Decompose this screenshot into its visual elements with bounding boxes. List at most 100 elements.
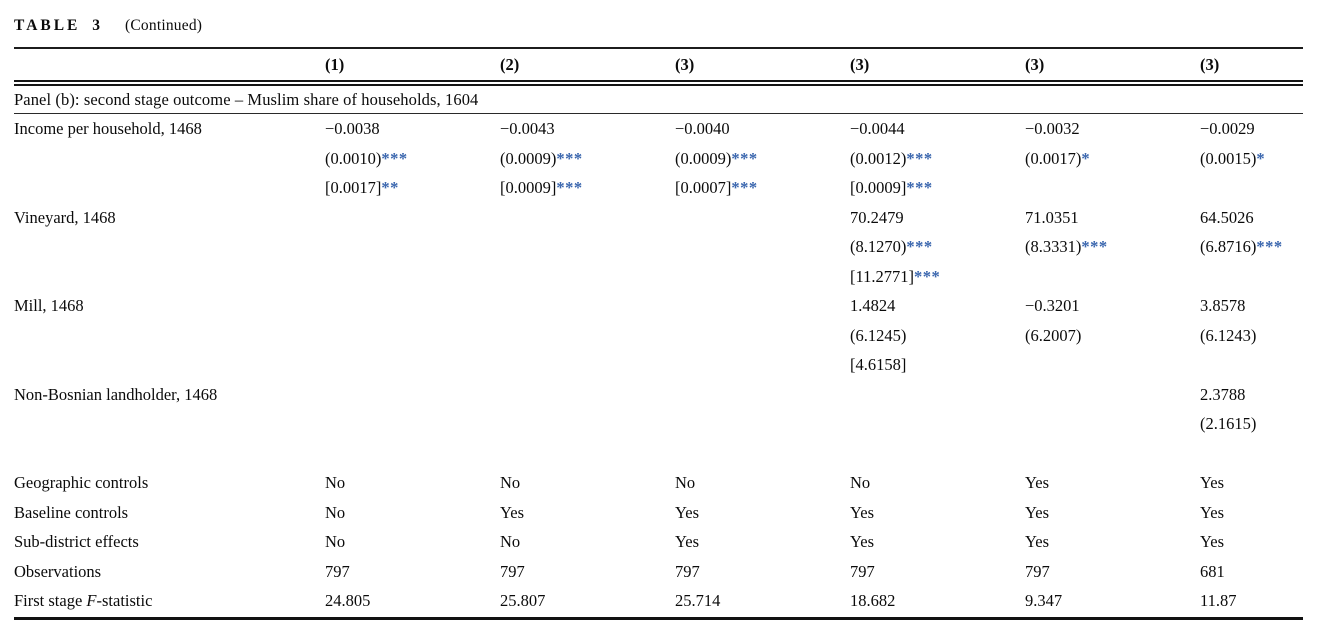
estimate-value: (0.0010): [325, 148, 382, 168]
significance-stars: *: [1256, 148, 1266, 168]
value-cell: −0.0032: [1025, 119, 1080, 138]
value-cell: 25.714: [675, 591, 721, 610]
column-header: (3): [1200, 54, 1220, 74]
value-cell: (8.1270)***: [850, 232, 1025, 262]
value-cell: No: [325, 473, 346, 492]
value-cell: 797: [325, 561, 350, 581]
value-cell: 18.682: [850, 591, 896, 610]
value-cell: 681: [1200, 561, 1225, 581]
value-cell: Yes: [675, 532, 700, 551]
column-header-row: (1) (2) (3) (3) (3) (3): [14, 49, 1303, 80]
significance-stars: **: [381, 178, 399, 197]
column-header: (3): [1025, 54, 1045, 74]
table-row: Observations 797 797 797 797 797 681: [14, 557, 1303, 587]
significance-stars: ***: [556, 178, 583, 197]
significance-stars: ***: [731, 178, 758, 197]
value-cell: Yes: [1025, 532, 1050, 551]
value-cell: (6.2007): [1025, 325, 1082, 345]
header-double-rule: [14, 80, 1303, 86]
value-cell: No: [500, 532, 521, 551]
table-row: Baseline controls No Yes Yes Yes Yes Yes: [14, 498, 1303, 528]
column-header: (3): [850, 54, 870, 74]
value-cell: 11.87: [1200, 591, 1237, 610]
row-label: Baseline controls: [14, 502, 129, 522]
table-row: [4.6158]: [14, 350, 1303, 380]
value-cell: [11.2771]***: [850, 262, 1025, 292]
table-row: Geographic controls No No No No Yes Yes: [14, 468, 1303, 498]
value-cell: (0.0010)***: [325, 144, 500, 174]
table-row: Non-Bosnian landholder, 1468 2.3788: [14, 380, 1303, 410]
significance-stars: ***: [556, 148, 583, 168]
row-label: Income per household, 1468: [14, 119, 202, 138]
estimate-value: (8.1270): [850, 237, 907, 256]
value-cell: (2.1615): [1200, 414, 1257, 433]
value-cell: 2.3788: [1200, 384, 1246, 404]
value-cell: Yes: [850, 532, 875, 551]
significance-stars: ***: [906, 237, 933, 256]
row-label: Mill, 1468: [14, 296, 84, 315]
value-cell: −0.0043: [500, 119, 555, 138]
value-cell: 797: [675, 561, 700, 581]
estimate-value: (0.0015): [1200, 148, 1257, 168]
value-cell: No: [675, 473, 696, 492]
value-cell: [4.6158]: [850, 355, 907, 374]
value-cell: 1.4824: [850, 296, 896, 315]
value-cell: [0.0017]**: [325, 173, 500, 203]
row-label: Observations: [14, 561, 102, 581]
estimate-value: [0.0009]: [500, 178, 557, 197]
table-row: First stage F-statistic 24.805 25.807 25.71…: [14, 586, 1303, 616]
row-label: First stage F-statistic: [14, 586, 325, 616]
table-title: TABLE 3 (Continued): [14, 17, 1303, 43]
row-label-part: First stage: [14, 591, 87, 610]
value-cell: 9.347: [1025, 591, 1063, 610]
estimate-value: (6.8716): [1200, 237, 1257, 256]
value-cell: −0.0038: [325, 119, 380, 138]
value-cell: 25.807: [500, 591, 546, 610]
significance-stars: ***: [906, 148, 933, 168]
estimate-value: [0.0007]: [675, 178, 732, 197]
value-cell: No: [325, 532, 346, 551]
value-cell: 797: [850, 561, 875, 581]
value-cell: (0.0017)*: [1025, 144, 1200, 174]
value-cell: Yes: [1200, 532, 1225, 551]
table-row: [11.2771]***: [14, 262, 1303, 292]
significance-stars: *: [1081, 148, 1091, 168]
value-cell: (0.0009)***: [675, 144, 850, 174]
estimate-value: [0.0009]: [850, 178, 907, 197]
estimate-value: (0.0009): [500, 148, 557, 168]
column-header: (3): [675, 54, 695, 74]
row-label: Non-Bosnian landholder, 1468: [14, 384, 218, 404]
value-cell: (0.0015)*: [1200, 144, 1303, 174]
estimate-value: [11.2771]: [850, 266, 915, 286]
column-header: (1): [325, 54, 345, 74]
row-label: Sub-district effects: [14, 532, 139, 551]
value-cell: −0.0029: [1200, 119, 1255, 138]
value-cell: [0.0009]***: [500, 173, 675, 203]
value-cell: (6.8716)***: [1200, 232, 1303, 262]
table-row: [14, 439, 1303, 469]
value-cell: No: [325, 502, 346, 522]
value-cell: Yes: [1025, 502, 1050, 522]
significance-stars: ***: [914, 266, 941, 286]
table-row: [0.0017]** [0.0009]*** [0.0007]*** [0.0009]…: [14, 173, 1303, 203]
f-statistic-italic: F: [86, 591, 97, 610]
value-cell: (8.3331)***: [1025, 232, 1200, 262]
value-cell: [0.0007]***: [675, 173, 850, 203]
bottom-rule: [14, 616, 1303, 620]
table-row: Sub-district effects No No Yes Yes Yes Yes: [14, 527, 1303, 557]
value-cell: −0.3201: [1025, 296, 1080, 315]
value-cell: Yes: [850, 502, 875, 522]
value-cell: (0.0009)***: [500, 144, 675, 174]
table-row: Mill, 1468 1.4824 −0.3201 3.8578: [14, 291, 1303, 321]
row-label: Geographic controls: [14, 473, 149, 492]
value-cell: Yes: [675, 502, 700, 522]
estimate-value: (0.0012): [850, 148, 907, 168]
significance-stars: ***: [381, 148, 408, 168]
value-cell: No: [850, 473, 871, 492]
estimate-value: (0.0017): [1025, 148, 1082, 168]
table-row: Vineyard, 1468 70.2479 71.0351 64.5026: [14, 203, 1303, 233]
top-rule: [14, 47, 1303, 49]
panel-heading-text: Panel (b): second stage outcome – Muslim…: [14, 90, 479, 109]
significance-stars: ***: [1081, 237, 1108, 256]
